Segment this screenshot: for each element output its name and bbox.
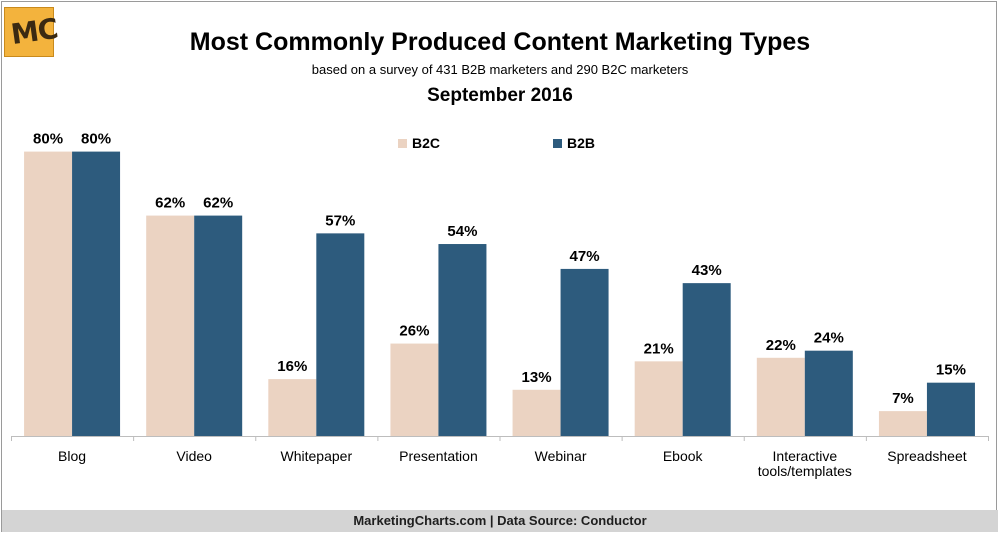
bar-b2b-interactive-tools-templates xyxy=(804,350,853,436)
bar-b2c-video xyxy=(146,215,195,436)
data-label-b2b-interactive-tools-templates: 24% xyxy=(814,330,844,347)
data-label-b2c-video: 62% xyxy=(155,195,185,212)
data-label-b2c-ebook: 21% xyxy=(644,340,674,357)
legend-swatch-b2b xyxy=(553,138,562,148)
bar-b2c-blog xyxy=(24,151,73,436)
data-label-b2b-video: 62% xyxy=(203,195,233,212)
bar-b2b-video xyxy=(194,215,243,436)
x-tick-label-ebook: Ebook xyxy=(663,448,704,464)
footer-source: MarketingCharts.com | Data Source: Condu… xyxy=(2,510,998,532)
bar-b2b-whitepaper xyxy=(316,233,365,436)
bar-b2c-webinar xyxy=(512,389,561,436)
x-tick-label-video: Video xyxy=(176,448,212,464)
data-label-b2b-spreadsheet: 15% xyxy=(936,362,966,379)
x-tick-label-spreadsheet: Spreadsheet xyxy=(887,448,967,464)
bar-b2b-spreadsheet xyxy=(926,382,975,436)
data-label-b2c-interactive-tools-templates: 22% xyxy=(766,337,796,354)
data-label-b2c-webinar: 13% xyxy=(522,369,552,386)
bar-b2c-interactive-tools-templates xyxy=(756,357,805,436)
marketingcharts-logo: MC xyxy=(4,7,59,57)
legend-label-b2b: B2B xyxy=(567,135,596,151)
legend-swatch-b2c xyxy=(398,138,407,148)
x-tick-label-presentation: Presentation xyxy=(399,448,478,464)
data-label-b2b-ebook: 43% xyxy=(692,262,722,279)
bar-b2c-presentation xyxy=(390,343,439,436)
bar-b2c-ebook xyxy=(634,361,683,436)
legend-item-b2b: B2B xyxy=(553,135,595,151)
data-label-b2b-webinar: 47% xyxy=(570,248,600,265)
bar-b2b-blog xyxy=(72,151,121,436)
chart-subtitle: based on a survey of 431 B2B marketers a… xyxy=(311,62,689,77)
legend-item-b2c: B2C xyxy=(398,135,440,151)
data-label-b2b-whitepaper: 57% xyxy=(325,212,355,229)
data-label-b2b-blog: 80% xyxy=(81,131,111,148)
bar-b2b-presentation xyxy=(438,244,487,436)
data-label-b2c-blog: 80% xyxy=(33,131,63,148)
data-label-b2b-presentation: 54% xyxy=(447,223,477,240)
x-tick-label-interactive-tools-templates-line1: Interactive xyxy=(773,448,838,464)
data-label-b2c-whitepaper: 16% xyxy=(277,358,307,375)
bar-b2b-ebook xyxy=(682,283,731,436)
x-tick-label-interactive-tools-templates-line2: tools/templates xyxy=(758,463,852,479)
data-label-b2c-spreadsheet: 7% xyxy=(892,390,914,407)
bar-b2c-whitepaper xyxy=(268,379,317,436)
data-label-b2c-presentation: 26% xyxy=(399,323,429,340)
bar-b2c-spreadsheet xyxy=(878,411,927,436)
x-tick-label-blog: Blog xyxy=(58,448,86,464)
x-tick-label-whitepaper: Whitepaper xyxy=(281,448,353,464)
x-tick-label-webinar: Webinar xyxy=(535,448,587,464)
legend-label-b2c: B2C xyxy=(412,135,441,151)
bar-b2b-webinar xyxy=(560,268,609,436)
chart-date: September 2016 xyxy=(427,85,573,106)
chart-title: Most Commonly Produced Content Marketing… xyxy=(189,28,811,56)
